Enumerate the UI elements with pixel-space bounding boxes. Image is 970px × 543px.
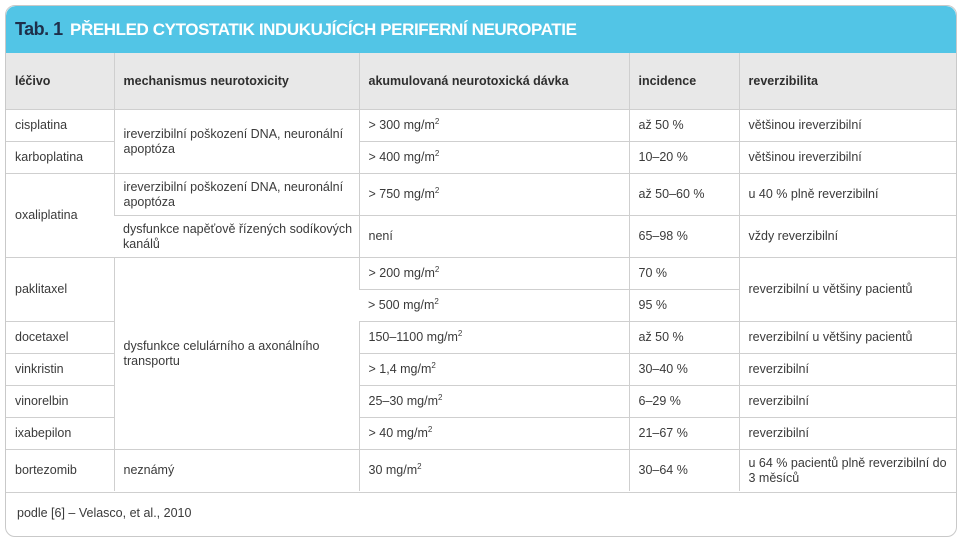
drug-cell: karboplatina	[6, 141, 114, 174]
drug-cell: oxaliplatina	[6, 173, 114, 258]
table-row: ixabepilon > 40 mg/m2 21–67 % reverzibil…	[6, 417, 956, 450]
incidence-cell: 65–98 %	[628, 215, 739, 258]
drug-cell: paklitaxel	[6, 257, 114, 322]
dose-cell: > 40 mg/m2	[358, 417, 629, 450]
header-mechanism: mechanismus neurotoxicity	[113, 53, 359, 110]
mechanism-cell: dysfunkce celulárního a axonálního trans…	[113, 257, 359, 450]
mechanism-cell: ireverzibilní poškození DNA, neuronální …	[113, 173, 359, 216]
header-incidence: incidence	[628, 53, 739, 110]
incidence-cell: až 50 %	[628, 109, 739, 142]
dose-cell: > 300 mg/m2	[358, 109, 629, 142]
dose-cell: 150–1100 mg/m2	[358, 321, 629, 354]
drug-cell: vinorelbin	[6, 385, 114, 418]
footer-divider	[6, 492, 956, 493]
table-row: bortezomib neznámý 30 mg/m2 30–64 % u 64…	[6, 449, 956, 491]
reversibility-cell: u 64 % pacientů plně reverzibilní do 3 m…	[738, 449, 956, 491]
drug-cell: bortezomib	[6, 449, 114, 491]
dose-cell: není	[358, 215, 629, 258]
incidence-cell: 70 %	[628, 257, 739, 290]
neuropathy-table: léčivo mechanismus neurotoxicity akumulo…	[6, 53, 956, 491]
reversibility-cell: reverzibilní u většiny pacientů	[738, 257, 956, 322]
table-title-bar: Tab. 1 PŘEHLED CYTOSTATIK INDUKUJÍCÍCH P…	[6, 6, 956, 53]
reversibility-cell: vždy reverzibilní	[738, 215, 956, 258]
table-row: karboplatina > 400 mg/m2 10–20 % většino…	[6, 141, 956, 174]
reversibility-cell: většinou ireverzibilní	[738, 109, 956, 142]
drug-cell: cisplatina	[6, 109, 114, 142]
incidence-cell: 10–20 %	[628, 141, 739, 174]
reversibility-cell: reverzibilní	[738, 353, 956, 386]
drug-cell: docetaxel	[6, 321, 114, 354]
dose-cell: 25–30 mg/m2	[358, 385, 629, 418]
table-frame: Tab. 1 PŘEHLED CYTOSTATIK INDUKUJÍCÍCH P…	[5, 5, 957, 537]
table-row: oxaliplatina ireverzibilní poškození DNA…	[6, 173, 956, 258]
table-row: vinorelbin 25–30 mg/m2 6–29 % reverzibil…	[6, 385, 956, 418]
mechanism-cell: neznámý	[113, 449, 359, 491]
reversibility-cell: u 40 % plně reverzibilní	[738, 173, 956, 216]
incidence-cell: 6–29 %	[628, 385, 739, 418]
reversibility-cell: většinou ireverzibilní	[738, 141, 956, 174]
drug-cell: vinkristin	[6, 353, 114, 386]
mechanism-cell: ireverzibilní poškození DNA, neuronální …	[113, 109, 359, 174]
table-row: paklitaxel dysfunkce celulárního a axoná…	[6, 257, 956, 450]
drug-cell: ixabepilon	[6, 417, 114, 450]
dose-cell: 30 mg/m2	[358, 449, 629, 491]
dose-cell: > 500 mg/m2	[359, 289, 629, 322]
header-dose: akumulovaná neurotoxická dávka	[358, 53, 629, 110]
reversibility-cell: reverzibilní	[738, 417, 956, 450]
dose-cell: > 750 mg/m2	[358, 173, 629, 216]
table-number: Tab. 1	[15, 19, 63, 39]
header-reversibility: reverzibilita	[738, 53, 956, 110]
incidence-cell: 95 %	[628, 289, 739, 322]
reversibility-cell: reverzibilní u většiny pacientů	[738, 321, 956, 354]
reversibility-cell: reverzibilní	[738, 385, 956, 418]
incidence-cell: 21–67 %	[628, 417, 739, 450]
table-row: vinkristin > 1,4 mg/m2 30–40 % reverzibi…	[6, 353, 956, 386]
incidence-cell: až 50 %	[628, 321, 739, 354]
header-row: léčivo mechanismus neurotoxicity akumulo…	[6, 53, 956, 110]
table-row: docetaxel 150–1100 mg/m2 až 50 % reverzi…	[6, 321, 956, 354]
mechanism-cell: dysfunkce napěťově řízených sodíkových k…	[114, 215, 359, 258]
incidence-cell: 30–64 %	[628, 449, 739, 491]
dose-cell: > 1,4 mg/m2	[358, 353, 629, 386]
dose-cell: > 200 mg/m2	[358, 257, 629, 290]
table-row: cisplatina ireverzibilní poškození DNA, …	[6, 109, 956, 174]
table-row: > 500 mg/m2 95 %	[6, 289, 956, 322]
incidence-cell: 30–40 %	[628, 353, 739, 386]
incidence-cell: až 50–60 %	[628, 173, 739, 216]
table-source-note: podle [6] – Velasco, et al., 2010	[17, 506, 192, 520]
table-row: dysfunkce napěťově řízených sodíkových k…	[6, 215, 956, 258]
table-title: PŘEHLED CYTOSTATIK INDUKUJÍCÍCH PERIFERN…	[70, 20, 577, 39]
header-drug: léčivo	[6, 53, 114, 110]
dose-cell: > 400 mg/m2	[358, 141, 629, 174]
